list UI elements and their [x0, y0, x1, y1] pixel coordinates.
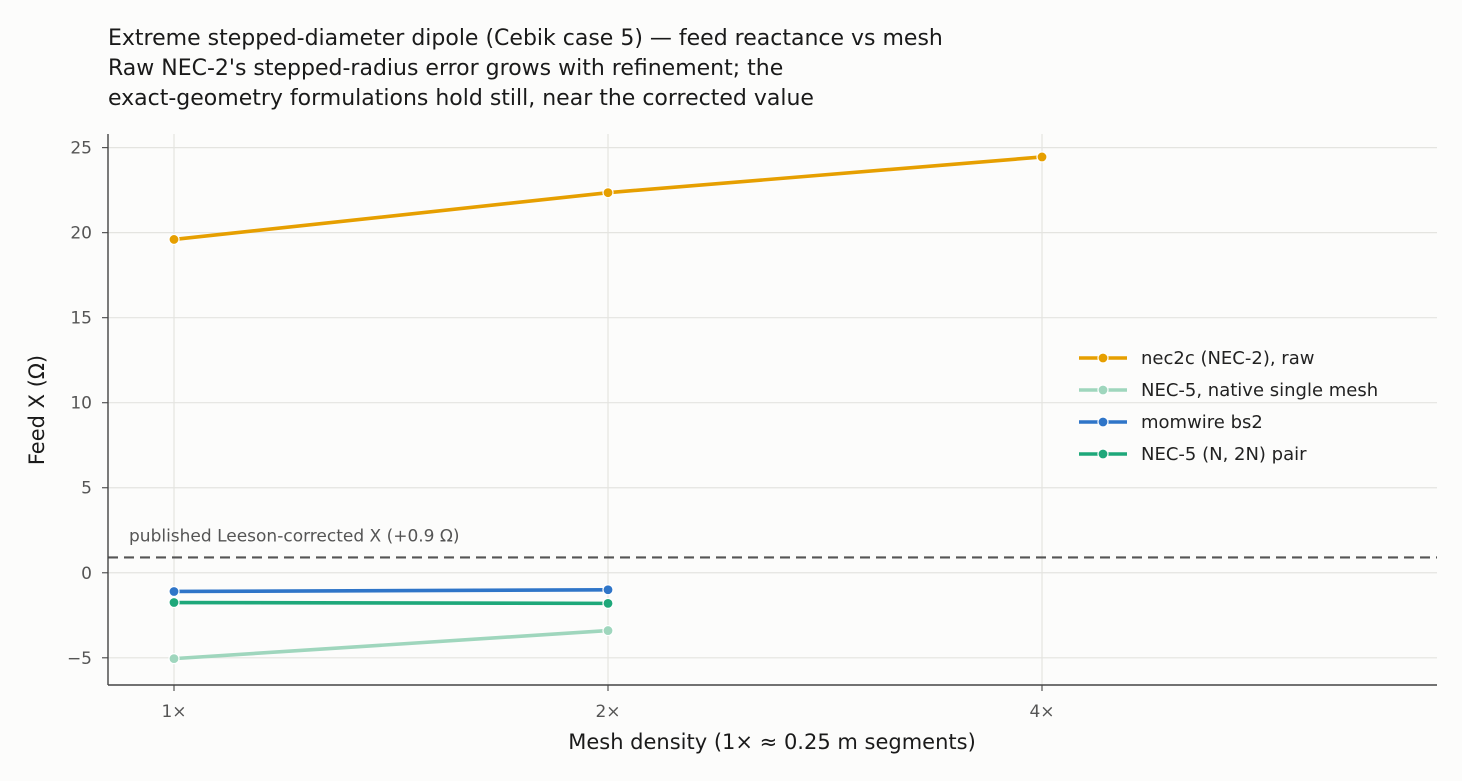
- data-point: [602, 187, 614, 199]
- y-tick-label: 5: [81, 479, 92, 499]
- grid: [108, 134, 1437, 685]
- reference-line-group: published Leeson-corrected X (+0.9 Ω): [108, 526, 1437, 559]
- x-tick-label: 1×: [161, 702, 186, 722]
- series-line-2: [173, 587, 609, 594]
- reference-line-label: published Leeson-corrected X (+0.9 Ω): [129, 526, 460, 546]
- legend-label: NEC-5 (N, 2N) pair: [1141, 444, 1307, 465]
- series-line-1: [173, 628, 609, 661]
- chart-titles: Extreme stepped-diameter dipole (Cebik c…: [108, 26, 943, 111]
- x-axis-label: Mesh density (1× ≈ 0.25 m segments): [568, 730, 976, 754]
- data-point: [168, 585, 180, 598]
- series-line-3: [173, 600, 609, 606]
- legend-swatch-marker: [1097, 448, 1109, 460]
- data-point: [168, 233, 180, 246]
- data-point: [168, 596, 180, 609]
- y-axis-label: Feed X (Ω): [25, 355, 49, 465]
- x-tick-label: 2×: [595, 702, 620, 722]
- y-tick-label: 20: [70, 224, 92, 244]
- data-point: [168, 653, 180, 665]
- legend: nec2c (NEC-2), raw NEC-5, native single m…: [1079, 348, 1378, 465]
- legend-label: nec2c (NEC-2), raw: [1141, 348, 1314, 369]
- data-point: [1036, 151, 1048, 163]
- legend-label: NEC-5, native single mesh: [1141, 380, 1378, 401]
- y-tick-label: 25: [70, 139, 92, 159]
- y-tick-label: −5: [67, 649, 92, 669]
- y-tick-label: 10: [70, 394, 92, 414]
- legend-label: momwire bs2: [1141, 412, 1263, 433]
- data-point: [602, 584, 614, 596]
- x-tick-label: 4×: [1029, 702, 1054, 722]
- series-group: [168, 151, 1048, 665]
- axes: 25 20 15 10 5 0 −5 1× 2× 4×: [67, 134, 1437, 722]
- legend-swatch-marker: [1097, 352, 1109, 364]
- y-tick-label: 15: [70, 309, 92, 329]
- chart-subtitle-line-1: Raw NEC-2's stepped-radius error grows w…: [108, 56, 783, 81]
- data-point: [602, 624, 614, 637]
- data-point: [602, 597, 614, 609]
- legend-swatch-marker: [1097, 384, 1109, 396]
- chart-title: Extreme stepped-diameter dipole (Cebik c…: [108, 26, 943, 51]
- y-tick-label: 0: [81, 564, 92, 584]
- chart-subtitle-line-2: exact-geometry formulations hold still, …: [108, 86, 814, 111]
- legend-swatch-marker: [1097, 416, 1109, 428]
